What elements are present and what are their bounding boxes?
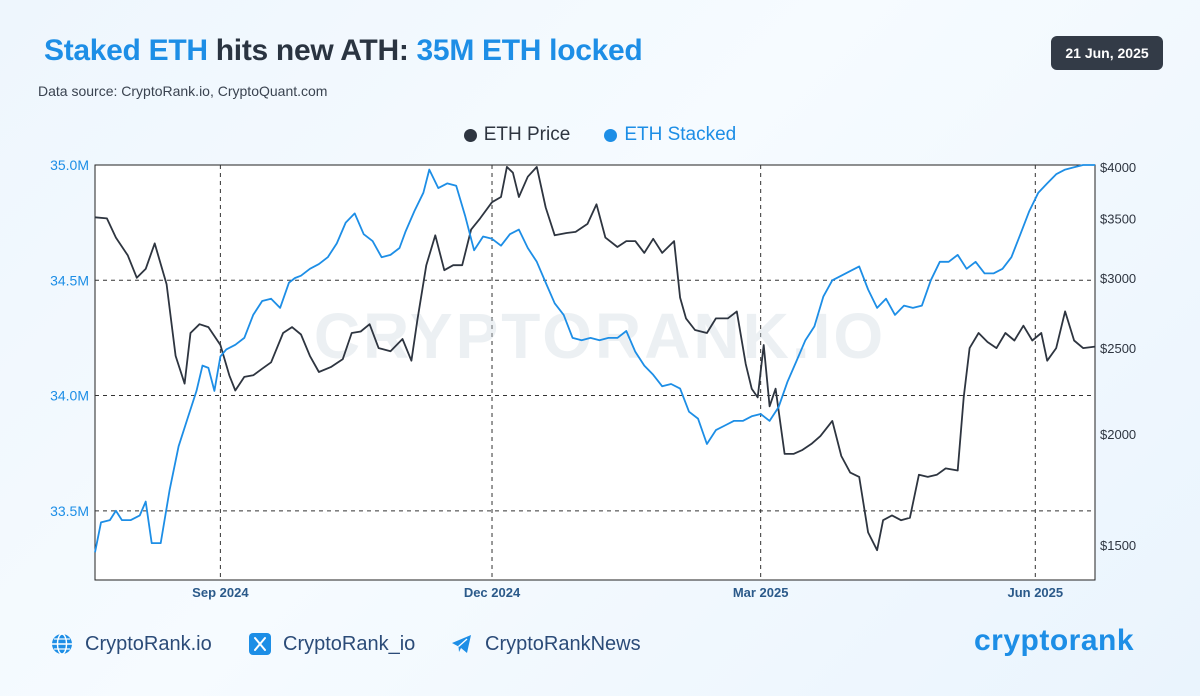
legend-label-eth-stacked: ETH Stacked xyxy=(624,124,737,145)
title-35m-locked: 35M ETH locked xyxy=(416,34,643,67)
chart-svg: CRYPTORANK.IO Sep 2024 Dec 2024 Mar 2025 Ju… xyxy=(50,157,1136,600)
date-badge: 21 Jun, 2025 xyxy=(1051,36,1163,70)
legend-dot-eth-stacked xyxy=(604,128,618,142)
y-left-tick-label: 33.5M xyxy=(50,503,89,519)
footer-telegram-label: CryptoRankNews xyxy=(485,632,641,655)
y-right-tick-label: $4000 xyxy=(1100,160,1136,175)
eth-stacked-line xyxy=(94,164,1095,553)
footer-website-link[interactable]: CryptoRank.io xyxy=(50,632,212,656)
title-staked-eth: Staked ETH xyxy=(44,34,208,67)
x-tick-label: Jun 2025 xyxy=(1007,585,1063,600)
x-tick-label: Sep 2024 xyxy=(192,585,249,600)
chart-legend: ETH Price ETH Stacked xyxy=(0,124,1200,146)
axis-ticks: Sep 2024 Dec 2024 Mar 2025 Jun 2025 33.5M 34.… xyxy=(50,157,1136,600)
legend-item-eth-price: ETH Price xyxy=(463,124,571,146)
y-right-tick-label: $1500 xyxy=(1100,538,1136,553)
grid-lines xyxy=(95,165,1095,580)
data-source: Data source: CryptoRank.io, CryptoQuant.… xyxy=(38,83,328,99)
eth-price-line xyxy=(94,166,1096,552)
plot-area xyxy=(94,164,1096,581)
legend-item-eth-stacked: ETH Stacked xyxy=(604,124,736,146)
x-twitter-icon xyxy=(248,632,272,656)
legend-dot-eth-price xyxy=(463,128,477,142)
y-right-tick-label: $2000 xyxy=(1100,427,1136,442)
y-right-tick-label: $2500 xyxy=(1100,341,1136,356)
footer-twitter-link[interactable]: CryptoRank_io xyxy=(248,632,415,656)
y-left-tick-label: 34.5M xyxy=(50,272,89,288)
x-tick-label: Dec 2024 xyxy=(464,585,521,600)
y-left-tick-label: 34.0M xyxy=(50,388,89,404)
footer-telegram-link[interactable]: CryptoRankNews xyxy=(450,632,641,656)
series-lines xyxy=(94,164,1096,553)
y-right-tick-label: $3000 xyxy=(1100,271,1136,286)
title-middle: hits new ATH: xyxy=(207,34,417,67)
footer-website-label: CryptoRank.io xyxy=(85,632,212,655)
x-tick-label: Mar 2025 xyxy=(733,585,789,600)
telegram-icon xyxy=(450,632,474,656)
y-left-tick-label: 35.0M xyxy=(50,157,89,173)
footer-twitter-label: CryptoRank_io xyxy=(283,632,416,655)
chart-title: Staked ETH hits new ATH: 35M ETH locked xyxy=(44,34,643,68)
globe-icon xyxy=(50,632,74,656)
legend-label-eth-price: ETH Price xyxy=(483,124,571,145)
cryptorank-logo: cryptorank xyxy=(974,624,1135,657)
y-right-tick-label: $3500 xyxy=(1100,211,1136,226)
watermark: CRYPTORANK.IO xyxy=(314,300,886,372)
